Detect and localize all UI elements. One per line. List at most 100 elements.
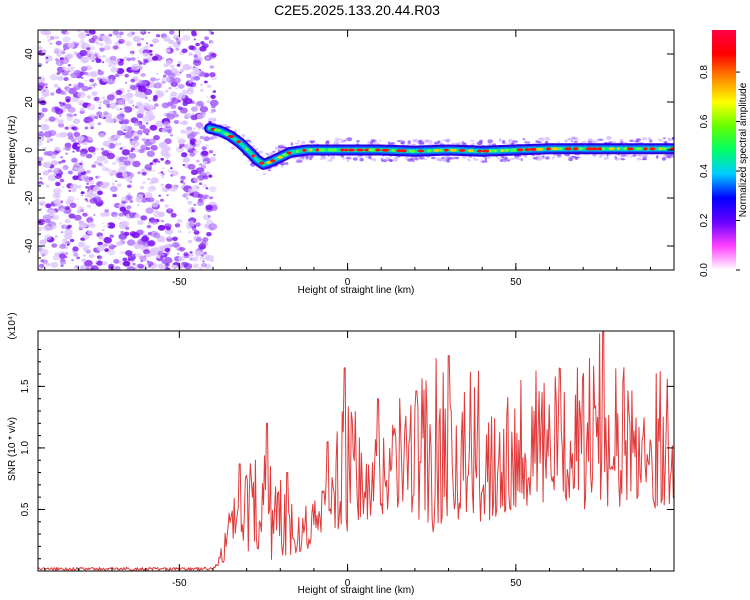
x-tick-label: 50	[510, 277, 522, 288]
noise-speck	[87, 34, 90, 36]
noise-speck	[76, 148, 81, 152]
hotspot	[616, 147, 620, 151]
noise-speck	[181, 152, 188, 158]
noise-speck	[132, 104, 135, 107]
noise-speck	[150, 77, 157, 82]
noise-speck	[94, 54, 98, 57]
halo-speck	[429, 140, 433, 144]
noise-speck	[116, 113, 125, 120]
noise-speck	[75, 258, 79, 260]
noise-speck	[49, 74, 59, 81]
noise-speck	[73, 214, 82, 221]
halo-speck	[262, 173, 267, 175]
noise-speck	[208, 150, 214, 154]
noise-speck	[122, 104, 127, 108]
halo-speck	[333, 140, 340, 145]
noise-speck	[140, 144, 148, 150]
noise-speck	[64, 205, 71, 210]
noise-speck	[77, 241, 86, 248]
noise-speck	[175, 37, 179, 41]
noise-speck	[170, 174, 174, 177]
noise-speck	[146, 104, 155, 111]
noise-speck	[86, 170, 91, 174]
halo-speck	[508, 142, 511, 145]
halo-speck	[587, 138, 593, 142]
hotspot	[585, 147, 594, 151]
noise-speck	[106, 94, 115, 101]
hotspot	[643, 147, 648, 151]
noise-speck	[179, 143, 185, 148]
hotspot	[529, 147, 538, 151]
noise-speck	[80, 264, 88, 270]
halo-speck	[389, 159, 393, 163]
noise-speck	[187, 65, 193, 70]
noise-speck	[157, 172, 161, 175]
noise-speck	[129, 200, 134, 203]
noise-speck	[126, 57, 132, 62]
noise-speck	[209, 72, 216, 78]
noise-speck	[45, 262, 51, 267]
noise-speck	[108, 263, 115, 269]
noise-speck	[125, 92, 134, 99]
noise-speck	[79, 49, 88, 57]
noise-speck	[65, 152, 69, 155]
noise-speck	[172, 236, 178, 242]
noise-speck	[96, 255, 103, 260]
noise-speck	[147, 240, 156, 247]
noise-speck	[61, 185, 65, 189]
noise-speck	[201, 150, 209, 156]
noise-speck	[80, 66, 88, 72]
halo-speck	[636, 157, 643, 161]
halo-speck	[606, 136, 612, 140]
noise-speck	[190, 146, 194, 149]
noise-speck	[160, 171, 164, 174]
noise-speck	[86, 47, 91, 51]
noise-speck	[131, 63, 140, 71]
spectrogram-axes: -50 0 50 -40 -20 0 20 40	[24, 29, 674, 288]
halo-speck	[407, 158, 413, 162]
noise-speck	[126, 205, 132, 210]
noise-speck	[168, 208, 171, 211]
halo-speck	[632, 154, 637, 157]
noise-speck	[202, 160, 208, 165]
halo-speck	[346, 158, 350, 162]
noise-speck	[114, 142, 119, 146]
noise-speck	[112, 161, 117, 165]
noise-speck	[138, 79, 148, 87]
noise-speck	[57, 119, 64, 125]
noise-speck	[86, 217, 94, 224]
noise-speck	[117, 61, 124, 66]
noise-speck	[141, 198, 147, 203]
noise-speck	[84, 176, 92, 183]
noise-speck	[64, 103, 72, 110]
noise-speck	[189, 173, 192, 175]
noise-speck	[157, 224, 166, 231]
noise-speck	[186, 89, 195, 95]
hotspot	[315, 148, 320, 152]
noise-speck	[210, 31, 214, 35]
noise-speck	[148, 99, 152, 102]
noise-speck	[70, 238, 75, 243]
noise-speck	[178, 83, 185, 89]
noise-speck	[193, 177, 200, 183]
noise-speck	[127, 184, 132, 189]
noise-speck	[117, 99, 125, 106]
noise-speck	[50, 92, 55, 96]
noise-speck	[145, 207, 154, 214]
noise-speck	[44, 83, 48, 86]
noise-speck	[166, 208, 174, 214]
noise-speck	[118, 142, 123, 146]
noise-speck	[122, 145, 126, 149]
noise-speck	[104, 39, 113, 46]
noise-speck	[71, 138, 76, 143]
hotspot	[266, 161, 272, 164]
noise-speck	[64, 233, 73, 240]
noise-speck	[149, 44, 154, 47]
noise-speck	[121, 149, 130, 156]
noise-speck	[101, 150, 110, 157]
noise-speck	[99, 182, 103, 185]
noise-speck	[76, 198, 79, 201]
noise-speck	[185, 194, 189, 197]
noise-speck	[122, 118, 130, 125]
noise-speck	[174, 70, 182, 76]
